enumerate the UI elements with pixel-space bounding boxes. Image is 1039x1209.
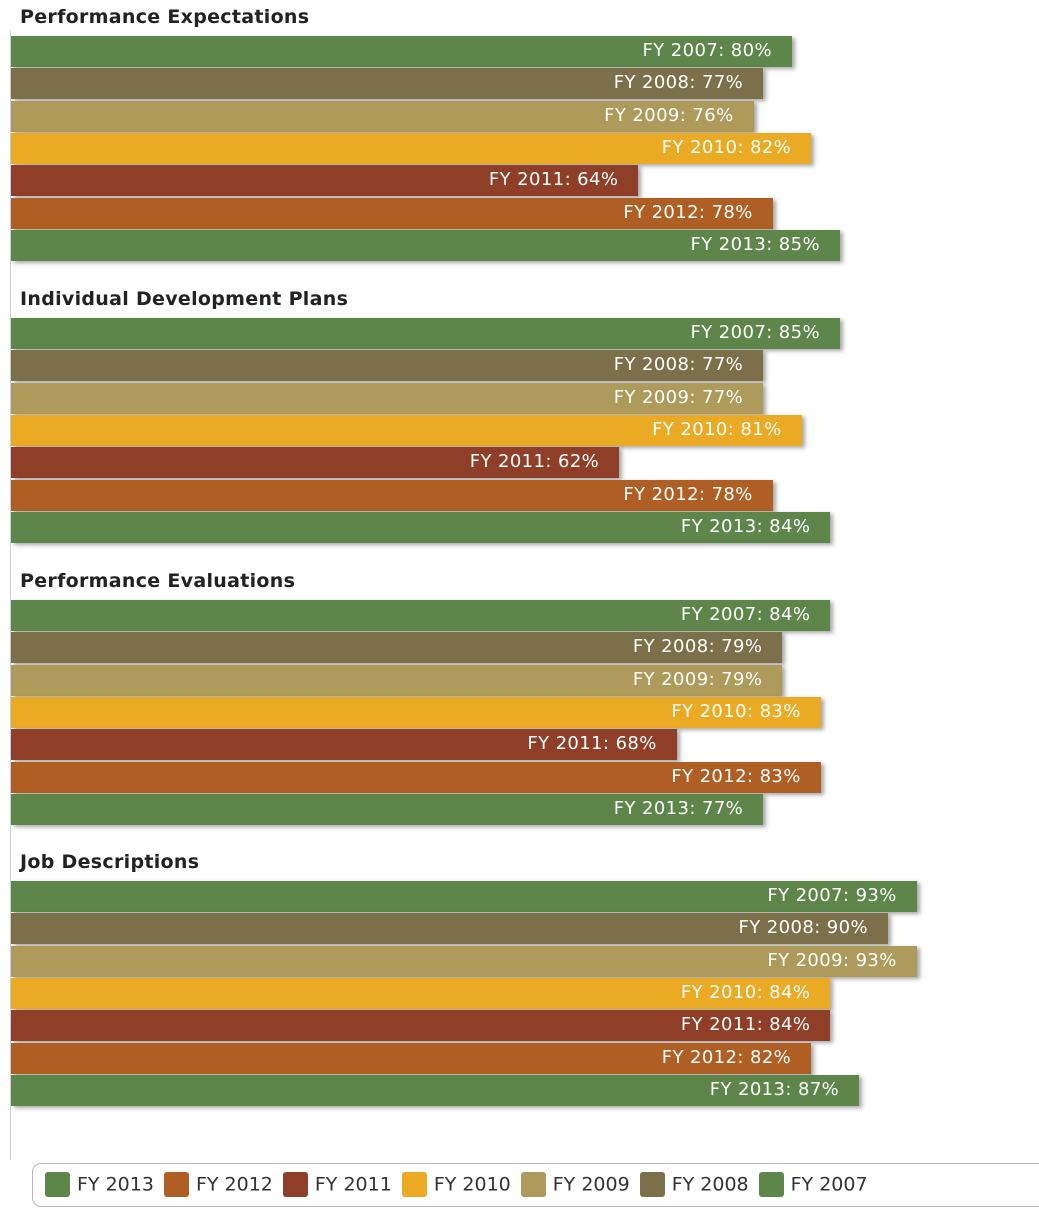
bar-data-label: FY 2009: 77% (613, 386, 744, 408)
bar: FY 2010: 83% (11, 696, 821, 728)
legend-item[interactable]: FY 2008 (639, 1172, 749, 1197)
bar: FY 2009: 76% (11, 100, 754, 132)
legend-item[interactable]: FY 2009 (520, 1172, 630, 1197)
legend-swatch (45, 1172, 70, 1197)
bar-data-label: FY 2009: 76% (604, 104, 734, 126)
bar-data-label: FY 2013: 85% (690, 233, 820, 255)
legend-item[interactable]: FY 2010 (401, 1172, 511, 1197)
bar-data-label: FY 2008: 90% (738, 917, 868, 939)
bar: FY 2009: 79% (11, 664, 783, 696)
bar: FY 2008: 79% (11, 632, 783, 664)
legend-label: FY 2008 (671, 1173, 749, 1196)
bar-data-label: FY 2012: 78% (623, 483, 753, 505)
legend-swatch (520, 1172, 546, 1197)
bar: FY 2007: 93% (11, 881, 917, 912)
bar-data-label: FY 2012: 78% (623, 201, 753, 223)
bar: FY 2009: 77% (11, 382, 764, 414)
bar-data-label: FY 2008: 77% (613, 354, 744, 376)
bar-data-label: FY 2011: 68% (527, 733, 657, 755)
legend-swatch (639, 1172, 665, 1197)
legend-item[interactable]: FY 2012 (163, 1172, 273, 1197)
bar-data-label: FY 2007: 84% (680, 604, 811, 625)
bar: FY 2007: 85% (11, 318, 840, 349)
legend-swatch (758, 1172, 784, 1197)
bar-data-label: FY 2011: 64% (488, 169, 619, 191)
legend-swatch (163, 1172, 189, 1197)
bar: FY 2011: 62% (11, 447, 620, 479)
legend-items: FY 2013 FY 2012 FY 2011 FY 2010 FY 2009 FY 20… (45, 1172, 878, 1197)
bar-data-label: FY 2010: 84% (680, 981, 811, 1003)
legend-item[interactable]: FY 2013 (45, 1172, 154, 1197)
legend-swatch (401, 1172, 427, 1197)
bar: FY 2012: 83% (11, 761, 821, 793)
bar-data-label: FY 2013: 87% (709, 1078, 840, 1100)
bar: FY 2008: 77% (11, 350, 764, 382)
bar: FY 2011: 84% (11, 1010, 831, 1042)
bar-data-label: FY 2009: 79% (632, 668, 763, 690)
legend-swatch (282, 1172, 308, 1197)
bar-data-label: FY 2013: 77% (613, 797, 744, 819)
bar: FY 2012: 78% (11, 479, 773, 511)
bar: FY 2013: 84% (11, 511, 831, 543)
bar-data-label: FY 2007: 85% (690, 322, 820, 343)
legend-label: FY 2009 (552, 1173, 630, 1196)
group-title: Individual Development Plans (20, 288, 349, 310)
bar: FY 2013: 77% (11, 793, 764, 825)
bar-data-label: FY 2008: 79% (632, 636, 763, 658)
bar: FY 2011: 68% (11, 729, 677, 761)
legend-label: FY 2013 (77, 1173, 154, 1196)
bar-data-label: FY 2010: 81% (652, 418, 782, 440)
bar: FY 2010: 81% (11, 414, 802, 446)
bar: FY 2009: 93% (11, 945, 917, 977)
bar: FY 2008: 90% (11, 913, 888, 945)
bar-data-label: FY 2010: 82% (661, 136, 792, 158)
bar: FY 2013: 87% (11, 1074, 860, 1106)
legend-label: FY 2007 (790, 1173, 868, 1196)
legend-label: FY 2010 (433, 1173, 511, 1196)
bar: FY 2008: 77% (11, 68, 764, 100)
bar-data-label: FY 2012: 83% (671, 765, 801, 787)
legend-item[interactable]: FY 2011 (282, 1172, 392, 1197)
bar-data-label: FY 2008: 77% (613, 72, 744, 94)
value-axis-line (10, 30, 11, 1160)
bar: FY 2012: 82% (11, 1042, 812, 1074)
bar-data-label: FY 2007: 80% (642, 40, 772, 61)
bar: FY 2007: 84% (11, 600, 831, 631)
legend-label: FY 2012 (195, 1173, 273, 1196)
bar-data-label: FY 2009: 93% (767, 949, 897, 971)
legend-item[interactable]: FY 2007 (758, 1172, 868, 1197)
bar: FY 2010: 84% (11, 977, 831, 1009)
bar: FY 2011: 64% (11, 165, 639, 197)
bar: FY 2007: 80% (11, 36, 792, 67)
bar: FY 2010: 82% (11, 132, 812, 164)
bar-data-label: FY 2011: 62% (469, 451, 600, 473)
chart-legend: FY 2013 FY 2012 FY 2011 FY 2010 FY 2009 FY 20… (32, 1163, 1039, 1207)
group-title: Job Descriptions (20, 851, 200, 873)
bar-data-label: FY 2013: 84% (680, 515, 811, 537)
bar: FY 2013: 85% (11, 229, 840, 261)
legend-label: FY 2011 (314, 1173, 392, 1196)
bar-data-label: FY 2012: 82% (661, 1046, 792, 1068)
group-title: Performance Expectations (20, 6, 310, 28)
bar: FY 2012: 78% (11, 197, 773, 229)
group-title: Performance Evaluations (20, 570, 296, 592)
bar-data-label: FY 2010: 83% (671, 700, 801, 722)
bar-data-label: FY 2011: 84% (680, 1014, 811, 1036)
bar-data-label: FY 2007: 93% (767, 885, 897, 906)
